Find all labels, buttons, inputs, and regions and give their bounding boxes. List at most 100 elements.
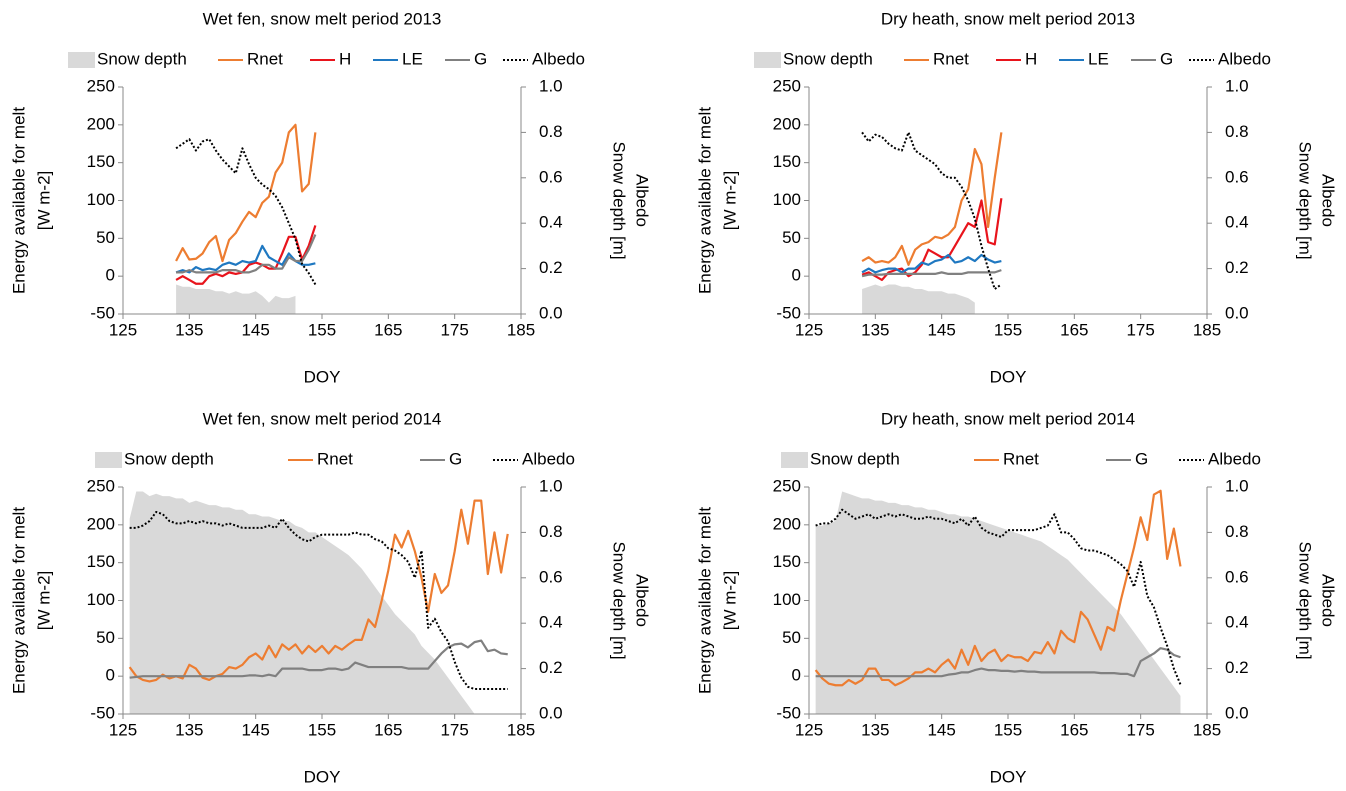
y-tick-label: 100 bbox=[773, 590, 801, 609]
legend-label: Snow depth bbox=[97, 49, 187, 68]
y2-tick-label: 0.2 bbox=[539, 658, 563, 677]
y-tick-label: 50 bbox=[782, 228, 801, 247]
y-tick-label: 100 bbox=[773, 190, 801, 209]
y-tick-label: 50 bbox=[96, 228, 115, 247]
y-axis-label: Energy available for melt bbox=[695, 107, 714, 294]
y-axis-label: [W m-2] bbox=[34, 171, 53, 231]
y-tick-label: 100 bbox=[87, 590, 115, 609]
y-axis-label: Energy available for melt bbox=[695, 507, 714, 694]
line bbox=[129, 510, 508, 691]
legend-label: LE bbox=[402, 49, 423, 68]
y-axis-label: [W m-2] bbox=[34, 571, 53, 631]
legend-label: Rnet bbox=[1003, 449, 1039, 468]
x-tick-label: 155 bbox=[308, 320, 336, 339]
line bbox=[175, 225, 317, 285]
legend-label: Snow depth bbox=[783, 49, 873, 68]
x-tick-label: 135 bbox=[175, 320, 203, 339]
y-axis-label: [W m-2] bbox=[720, 171, 739, 231]
line bbox=[128, 499, 509, 683]
line bbox=[815, 508, 1182, 685]
x-tick-label: 125 bbox=[109, 320, 137, 339]
y2-tick-label: 0.8 bbox=[1225, 522, 1249, 541]
x-tick-label: 185 bbox=[1193, 720, 1221, 739]
line bbox=[175, 138, 317, 285]
line bbox=[861, 253, 1002, 274]
y2-axis-label: Snow depth [m] bbox=[610, 141, 629, 259]
y-tick-label: 50 bbox=[782, 628, 801, 647]
y2-tick-label: 0.6 bbox=[539, 567, 563, 586]
legend-label: G bbox=[1160, 49, 1173, 68]
y2-tick-label: 0.8 bbox=[539, 122, 563, 141]
y2-axis-label: Albedo bbox=[633, 574, 652, 627]
area bbox=[815, 491, 1181, 714]
y-tick-label: 0 bbox=[792, 666, 801, 685]
legend-swatch bbox=[68, 52, 95, 68]
legend-swatch bbox=[781, 452, 808, 468]
y-tick-label: 250 bbox=[87, 476, 115, 495]
line bbox=[861, 132, 1003, 266]
y2-axis-label: Albedo bbox=[1319, 574, 1338, 627]
y2-tick-label: 1.0 bbox=[1225, 76, 1249, 95]
legend-label: Snow depth bbox=[124, 449, 214, 468]
y-tick-label: 200 bbox=[773, 514, 801, 533]
x-axis-label: DOY bbox=[990, 367, 1027, 386]
y2-tick-label: 0.2 bbox=[539, 258, 563, 277]
chart-title: Dry heath, snow melt period 2013 bbox=[881, 9, 1135, 28]
x-tick-label: 125 bbox=[109, 720, 137, 739]
chart-title: Wet fen, snow melt period 2013 bbox=[203, 9, 442, 28]
panel: Wet fen, snow melt period 2013 DOY Energy … bbox=[9, 9, 651, 386]
y-axis-label: [W m-2] bbox=[720, 571, 739, 631]
y2-axis-label: Albedo bbox=[1319, 174, 1338, 227]
y-tick-label: 150 bbox=[87, 552, 115, 571]
y-tick-label: 0 bbox=[106, 266, 115, 285]
x-tick-label: 165 bbox=[1060, 320, 1088, 339]
y2-tick-label: 0.4 bbox=[539, 613, 563, 632]
area bbox=[862, 284, 975, 314]
panel: Dry heath, snow melt period 2013 DOY Energ… bbox=[695, 9, 1337, 386]
y2-tick-label: 0.0 bbox=[539, 703, 563, 722]
y2-tick-label: 0.4 bbox=[539, 213, 563, 232]
legend-label: Rnet bbox=[317, 449, 353, 468]
x-tick-label: 175 bbox=[1126, 720, 1154, 739]
legend-label: Albedo bbox=[522, 449, 575, 468]
chart-title: Wet fen, snow melt period 2014 bbox=[203, 409, 442, 428]
y2-tick-label: 0.0 bbox=[1225, 703, 1249, 722]
y2-tick-label: 0.2 bbox=[1225, 258, 1249, 277]
x-tick-label: 165 bbox=[374, 320, 402, 339]
x-axis-label: DOY bbox=[304, 767, 341, 786]
x-tick-label: 135 bbox=[861, 320, 889, 339]
line bbox=[176, 234, 317, 274]
area bbox=[129, 491, 475, 714]
y2-tick-label: 0.4 bbox=[1225, 213, 1249, 232]
line bbox=[861, 269, 1002, 278]
x-tick-label: 155 bbox=[994, 720, 1022, 739]
y2-axis-label: Snow depth [m] bbox=[1296, 541, 1315, 659]
line bbox=[814, 489, 1182, 687]
y-tick-label: 150 bbox=[87, 152, 115, 171]
panel: Wet fen, snow melt period 2014 DOY Energy … bbox=[9, 409, 651, 786]
panel: Dry heath, snow melt period 2014 DOY Energ… bbox=[695, 409, 1337, 786]
legend-label: Snow depth bbox=[810, 449, 900, 468]
legend-label: Albedo bbox=[1218, 49, 1271, 68]
legend-label: Albedo bbox=[1208, 449, 1261, 468]
x-tick-label: 185 bbox=[507, 320, 535, 339]
y2-tick-label: 1.0 bbox=[539, 76, 563, 95]
legend-label: Rnet bbox=[247, 49, 283, 68]
y-tick-label: 250 bbox=[87, 76, 115, 95]
x-tick-label: 165 bbox=[1060, 720, 1088, 739]
y-tick-label: 250 bbox=[773, 476, 801, 495]
legend-label: G bbox=[1135, 449, 1148, 468]
x-tick-label: 125 bbox=[795, 720, 823, 739]
legend-label: Albedo bbox=[532, 49, 585, 68]
x-tick-label: 175 bbox=[440, 320, 468, 339]
line bbox=[815, 647, 1181, 678]
x-axis-label: DOY bbox=[304, 367, 341, 386]
x-tick-label: 185 bbox=[507, 720, 535, 739]
legend-swatch bbox=[754, 52, 781, 68]
x-tick-label: 185 bbox=[1193, 320, 1221, 339]
legend-swatch bbox=[95, 452, 122, 468]
y2-axis-label: Albedo bbox=[633, 174, 652, 227]
x-tick-label: 125 bbox=[795, 320, 823, 339]
